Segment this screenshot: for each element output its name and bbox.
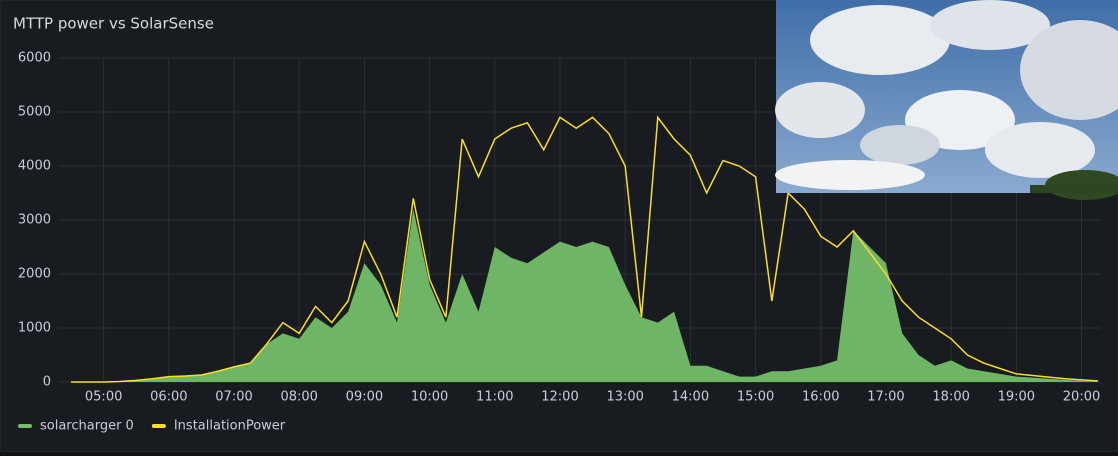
area — [71, 209, 1098, 382]
x-tick-label: 06:00 — [150, 390, 187, 405]
x-tick-label: 19:00 — [998, 390, 1035, 405]
sky-photo — [775, 0, 1118, 200]
x-tick-label: 18:00 — [932, 390, 969, 405]
y-tick-label: 6000 — [18, 51, 51, 66]
y-tick-label: 0 — [43, 375, 51, 390]
y-tick-label: 4000 — [18, 159, 51, 174]
x-tick-label: 20:00 — [1063, 390, 1100, 405]
x-tick-label: 15:00 — [737, 390, 774, 405]
x-tick-label: 14:00 — [672, 390, 709, 405]
x-tick-label: 09:00 — [346, 390, 383, 405]
x-tick-label: 12:00 — [541, 390, 578, 405]
x-tick-label: 10:00 — [411, 390, 448, 405]
y-tick-label: 5000 — [18, 105, 51, 120]
y-tick-label: 1000 — [18, 321, 51, 336]
legend-swatch — [151, 424, 166, 428]
x-tick-label: 05:00 — [85, 390, 122, 405]
legend-label: InstallationPower — [174, 419, 286, 434]
x-tick-label: 17:00 — [867, 390, 904, 405]
x-tick-label: 13:00 — [606, 390, 643, 405]
x-tick-label: 16:00 — [802, 390, 839, 405]
x-tick-label: 07:00 — [215, 390, 252, 405]
x-tick-label: 08:00 — [280, 390, 317, 405]
y-tick-label: 2000 — [18, 267, 51, 282]
line — [71, 115, 1098, 383]
y-tick-label: 3000 — [18, 213, 51, 228]
legend-swatch — [18, 424, 32, 428]
x-tick-label: 11:00 — [476, 390, 513, 405]
legend-label: solarcharger 0 — [40, 419, 134, 434]
chart-title: MTTP power vs SolarSense — [13, 15, 214, 33]
